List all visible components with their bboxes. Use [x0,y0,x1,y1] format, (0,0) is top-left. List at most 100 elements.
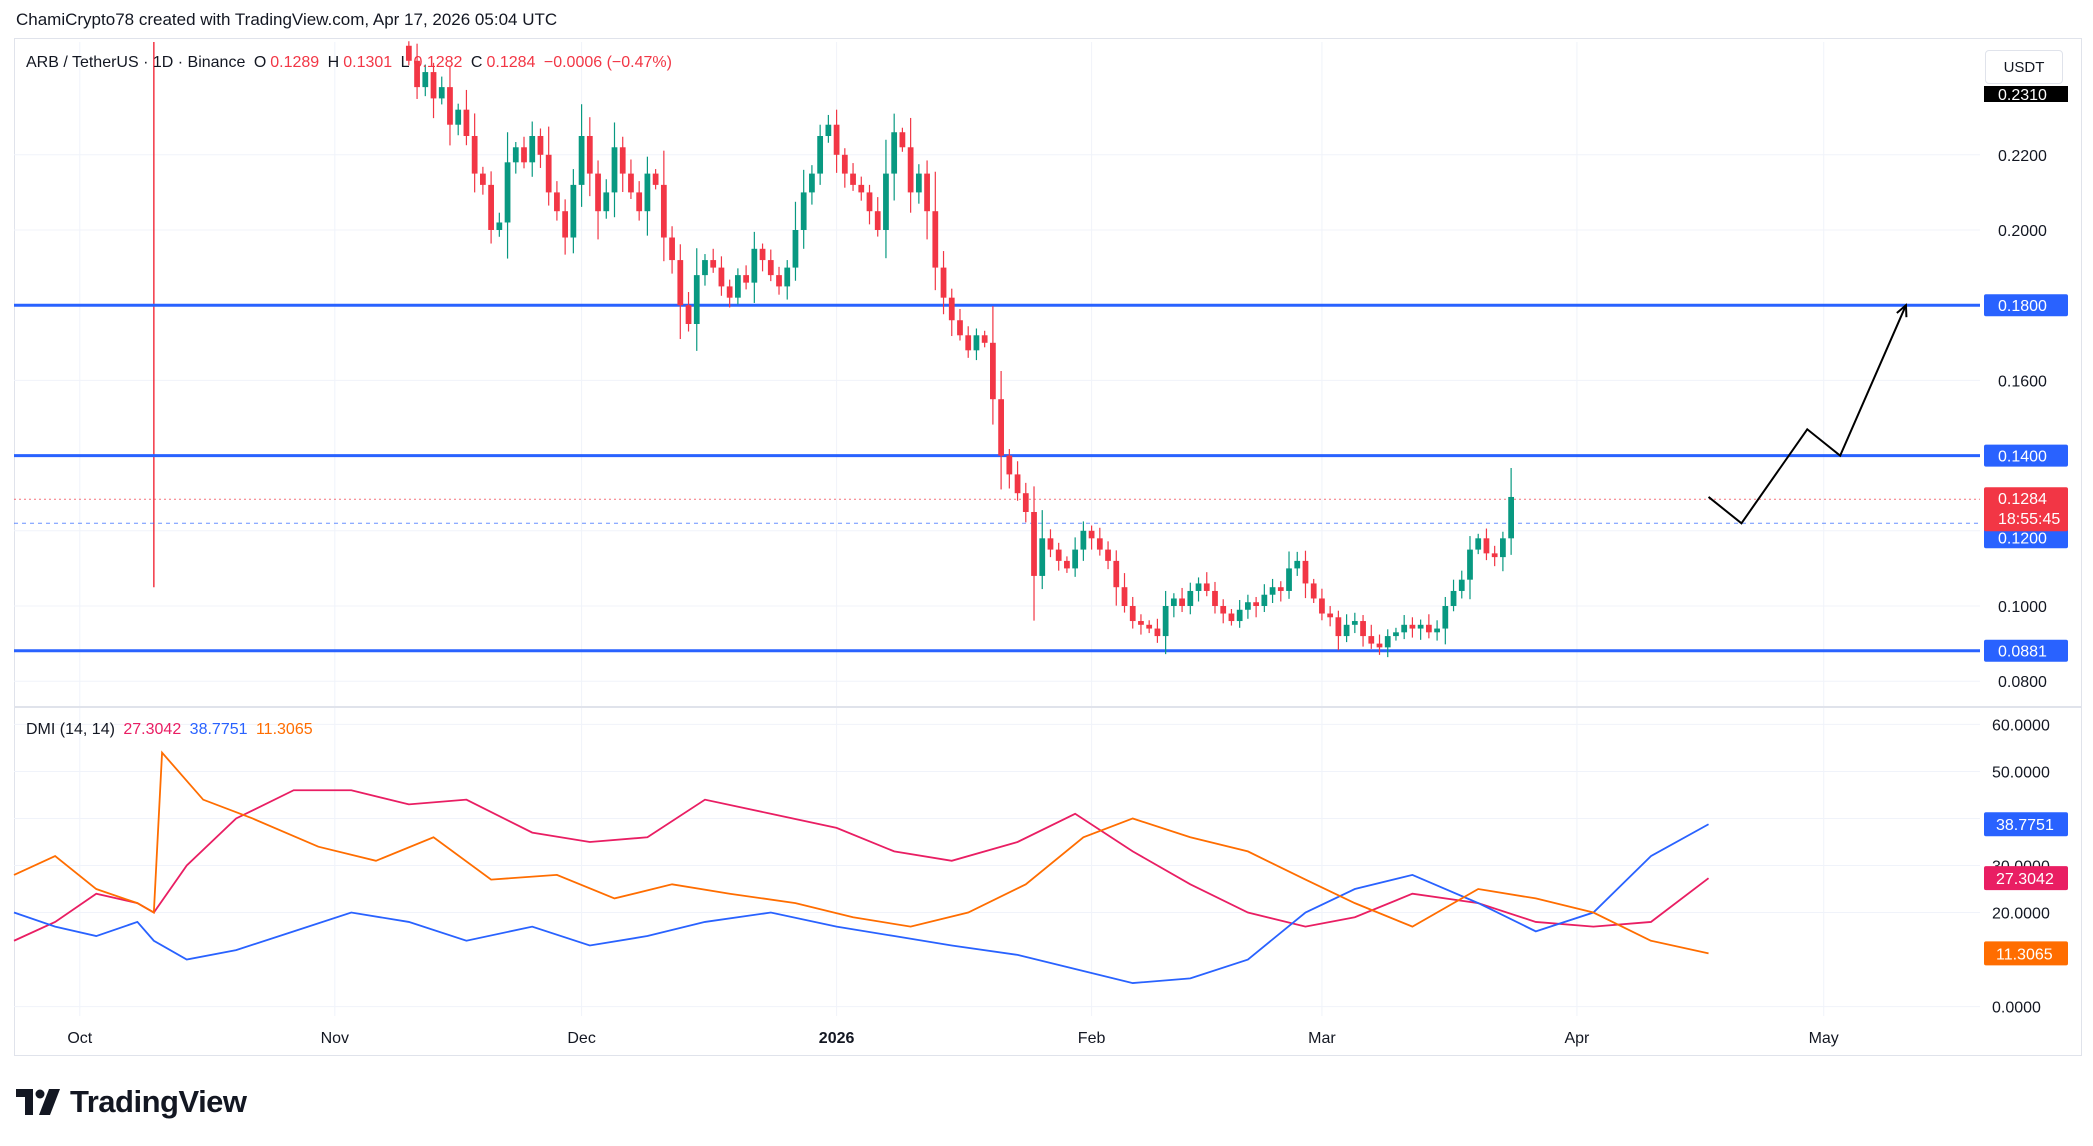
candle-body [1442,606,1449,629]
candles [405,41,1515,658]
dmi-value-tag-text: 11.3065 [1996,946,2053,963]
candle-body [817,136,824,174]
candle-body [521,147,527,163]
candle-body [628,173,634,193]
candle-body [907,147,914,193]
dmi-series-ADX [13,789,1710,942]
candle-body [1006,455,1013,475]
dashed-level-tag-bg [1984,526,2068,549]
candle-body [1261,594,1268,606]
high-value: 0.1301 [343,54,393,71]
candle-body [1129,606,1136,622]
candle-body [1105,549,1111,561]
dmi-series-−DI [13,750,1709,955]
tradingview-wordmark: TradingView [70,1084,247,1119]
dmi-name[interactable]: DMI (14, 14) [26,721,115,738]
candle-body [1236,609,1243,622]
candle-body [479,173,486,185]
candle-body [1467,549,1473,580]
tradingview-logo[interactable]: TradingView [16,1084,247,1120]
price-tick-label: 0.1000 [1998,599,2047,616]
candle-body [743,275,749,283]
level-price-tag-bg [1984,639,2068,662]
candle-body [850,173,856,185]
symbol-name[interactable]: ARB / TetherUS · 1D · Binance [26,54,246,71]
candle-body [751,248,758,283]
high-label: H [327,54,340,71]
candle-body [1343,624,1350,637]
currency-button[interactable]: USDT [1985,50,2063,84]
candle-body [1319,598,1325,614]
candle-body [800,192,807,230]
time-tick-label: Oct [67,1030,92,1047]
candle-body [1014,474,1021,494]
dmi-legend: DMI (14, 14) 27.3042 38.7751 11.3065 [26,721,317,739]
candle-body [1335,617,1342,637]
candle-body [660,184,667,238]
close-value: 0.1284 [486,54,536,71]
support-resistance-levels [14,42,1980,653]
dmi-lines [13,750,1710,984]
candle-body [841,154,848,174]
level-price-tag: 0.0881 [1984,639,2068,662]
candle-body [940,267,947,298]
candle-body [866,192,873,212]
candle-body [776,275,782,287]
candle-body [1031,512,1037,576]
last-price-tag: 0.1284 18:55:45 [1984,487,2068,532]
candle-body [1039,538,1046,576]
dmi-value-tag: 38.7751 [1984,812,2068,837]
time-tick-label: Apr [1564,1030,1590,1047]
dmi-adx-value: 27.3042 [123,721,182,738]
dmi-plus-di-value: 38.7751 [189,721,248,738]
candle-body [833,124,840,155]
open-value: 0.1289 [270,54,320,71]
candle-body [767,260,774,276]
candle-body [611,147,618,193]
level-price-tag: 0.1400 [1984,444,2068,467]
candle-body [1286,568,1292,591]
candle-body [652,173,659,185]
top-axis-tag: 0.2310 [1984,86,2068,104]
candle-body [562,211,569,238]
price-projection [1707,303,1908,525]
candle-body [735,275,741,298]
candle-body [1327,613,1334,618]
candle-body [726,286,733,298]
candle-body [1138,621,1144,625]
candle-body [792,230,799,268]
candle-body [1376,643,1383,648]
candle-body [1500,538,1506,558]
candle-body [948,297,955,321]
dashed-level-tag: 0.1200 [1984,526,2068,549]
candle-body [1212,590,1218,606]
level-price-tag-text: 0.1800 [1998,298,2047,315]
candle-body [1409,624,1416,629]
level-price-tag-bg [1984,444,2068,467]
dmi-value-tag-bg [1984,941,2068,966]
time-tick-label: 2026 [819,1030,855,1047]
dmi-value-tag: 11.3065 [1984,941,2068,966]
candle-body [1508,496,1515,539]
candle-body [957,320,963,336]
candle-body [488,184,494,230]
candle-body [858,184,865,193]
dmi-value-tag-bg [1984,866,2068,891]
candle-body [1483,538,1490,554]
candle-body [504,162,511,223]
price-tick-label: 0.0800 [1998,674,2047,691]
candle-body [1253,602,1259,606]
close-label: C [470,54,483,71]
open-label: O [253,54,267,71]
candle-body [463,109,470,136]
candle-body [1113,560,1120,588]
candle-body [1368,636,1375,644]
dmi-value-tag-bg [1984,812,2068,837]
candle-body [973,335,980,351]
dmi-series-+DI [13,823,1709,984]
candle-body [1154,628,1161,637]
low-label: L [400,54,410,71]
candle-body [710,260,717,268]
